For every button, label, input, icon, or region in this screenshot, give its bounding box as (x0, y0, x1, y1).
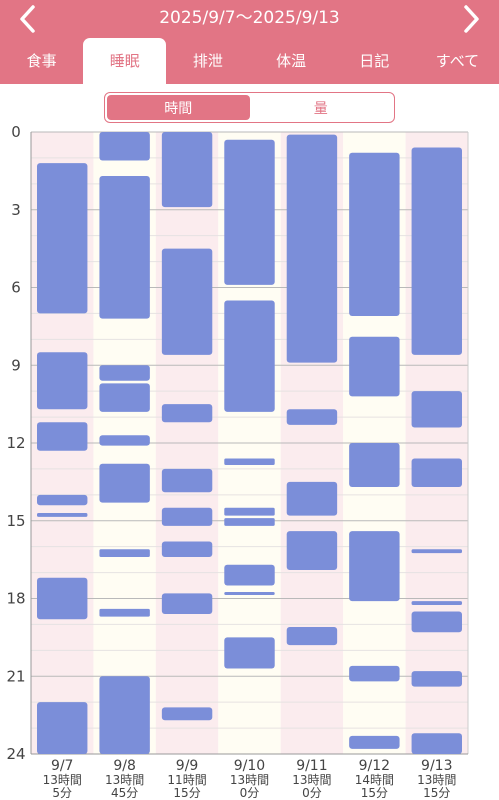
day-label: 9/9 (176, 758, 199, 774)
prev-week-button[interactable] (8, 0, 48, 38)
sleep-bar (37, 163, 88, 314)
day-label: 9/12 (359, 758, 390, 774)
sleep-bar (349, 443, 400, 488)
tab-meal[interactable]: 食事 (26, 52, 57, 70)
sleep-bar (37, 512, 88, 517)
sleep-bar (161, 507, 213, 526)
sleep-bar (99, 463, 150, 503)
sleep-bar (349, 531, 400, 602)
sleep-bar (99, 549, 150, 558)
sleep-bar (224, 637, 275, 669)
total-minutes-label: 15分 (361, 786, 388, 800)
total-hours-label: 11時間 (167, 773, 206, 787)
tab-temperature[interactable]: 体温 (276, 52, 307, 70)
tab-excretion[interactable]: 排泄 (192, 52, 223, 70)
sleep-bar (99, 608, 150, 617)
next-week-button[interactable] (451, 0, 491, 38)
total-minutes-label: 0分 (302, 786, 322, 800)
sleep-bar (161, 404, 213, 423)
sleep-bar (37, 352, 88, 410)
sleep-bar (224, 564, 275, 586)
day-label: 9/7 (51, 758, 74, 774)
sleep-bar (286, 627, 338, 646)
sleep-bar (99, 383, 150, 412)
total-hours-label: 14時間 (355, 773, 394, 787)
total-minutes-label: 15分 (173, 786, 200, 800)
sleep-chart-svg: 036912151821249/713時間5分9/813時間45分9/911時間… (6, 124, 469, 800)
sleep-bar (224, 139, 275, 285)
sleep-bar (286, 409, 338, 425)
sleep-bar (161, 468, 213, 493)
sleep-bar (161, 541, 213, 558)
y-tick-label: 18 (6, 590, 25, 608)
total-minutes-label: 0分 (240, 786, 260, 800)
total-minutes-label: 15分 (423, 786, 450, 800)
total-hours-label: 13時間 (105, 773, 144, 787)
y-tick-label: 0 (11, 124, 21, 141)
sleep-bar (411, 601, 462, 605)
sleep-bar (99, 176, 150, 319)
sleep-bar (349, 665, 400, 682)
total-hours-label: 13時間 (230, 773, 269, 787)
segment-time[interactable]: 時間 (107, 95, 250, 120)
sleep-bar (349, 336, 400, 397)
day-label: 9/8 (113, 758, 136, 774)
sleep-bar (37, 702, 88, 754)
y-tick-label: 24 (6, 745, 25, 763)
segment-amount[interactable]: 量 (313, 100, 328, 117)
sleep-bar (99, 365, 150, 381)
y-tick-label: 15 (6, 512, 25, 530)
sleep-bar (286, 531, 338, 570)
sleep-bar (37, 494, 88, 506)
sleep-bar (161, 593, 213, 615)
day-label: 9/13 (421, 758, 452, 774)
y-tick-label: 12 (6, 434, 25, 452)
chevron-right-icon (464, 5, 479, 33)
y-tick-label: 21 (6, 667, 25, 685)
sleep-bar (37, 422, 88, 451)
y-tick-label: 9 (11, 356, 21, 374)
date-range-title: 2025/9/7〜2025/9/13 (159, 8, 340, 28)
total-minutes-label: 5分 (52, 786, 72, 800)
sleep-bar (411, 391, 462, 428)
sleep-bar (411, 611, 462, 633)
sleep-bar (349, 152, 400, 317)
sleep-bar (411, 733, 462, 754)
view-mode-toggle: 時間 量 (104, 92, 395, 123)
sleep-bar (224, 592, 275, 596)
category-tabs: 食事 睡眠 排泄 体温 日記 すべて (0, 38, 499, 84)
total-hours-label: 13時間 (292, 773, 331, 787)
sleep-bar (161, 248, 213, 355)
y-tick-label: 6 (11, 279, 21, 297)
sleep-bar (161, 132, 213, 208)
sleep-bar (161, 707, 213, 721)
day-label: 9/11 (296, 758, 327, 774)
sleep-bar (224, 458, 275, 466)
sleep-bar (99, 435, 150, 446)
sleep-chart: 0 3 6 9 12 15 18 21 24 9/7 13時間 5分 9/8 13時間 45分 9/9 11時間… (0, 124, 499, 800)
tab-diary[interactable]: 日記 (359, 52, 390, 70)
sleep-bar (411, 671, 462, 687)
sleep-bar (349, 735, 400, 749)
sleep-bar (99, 676, 150, 754)
sleep-bar (37, 577, 88, 620)
sleep-bar (411, 458, 462, 488)
sleep-bar (99, 132, 150, 161)
sleep-bar (224, 507, 275, 516)
sleep-bar (224, 518, 275, 526)
sleep-bar (286, 481, 338, 516)
chevron-left-icon (20, 5, 35, 33)
day-label: 9/10 (234, 758, 265, 774)
sleep-bar (411, 549, 462, 554)
tab-sleep[interactable]: 睡眠 (83, 38, 167, 84)
sleep-bar (224, 300, 275, 412)
tab-all[interactable]: すべて (435, 52, 480, 70)
y-tick-label: 3 (11, 201, 21, 219)
sleep-bar (286, 134, 338, 363)
total-minutes-label: 45分 (111, 786, 138, 800)
total-hours-label: 13時間 (417, 773, 456, 787)
sleep-bar (411, 147, 462, 355)
total-hours-label: 13時間 (43, 773, 82, 787)
header: 2025/9/7〜2025/9/13 食事 睡眠 排泄 体温 日記 すべて (0, 0, 499, 84)
